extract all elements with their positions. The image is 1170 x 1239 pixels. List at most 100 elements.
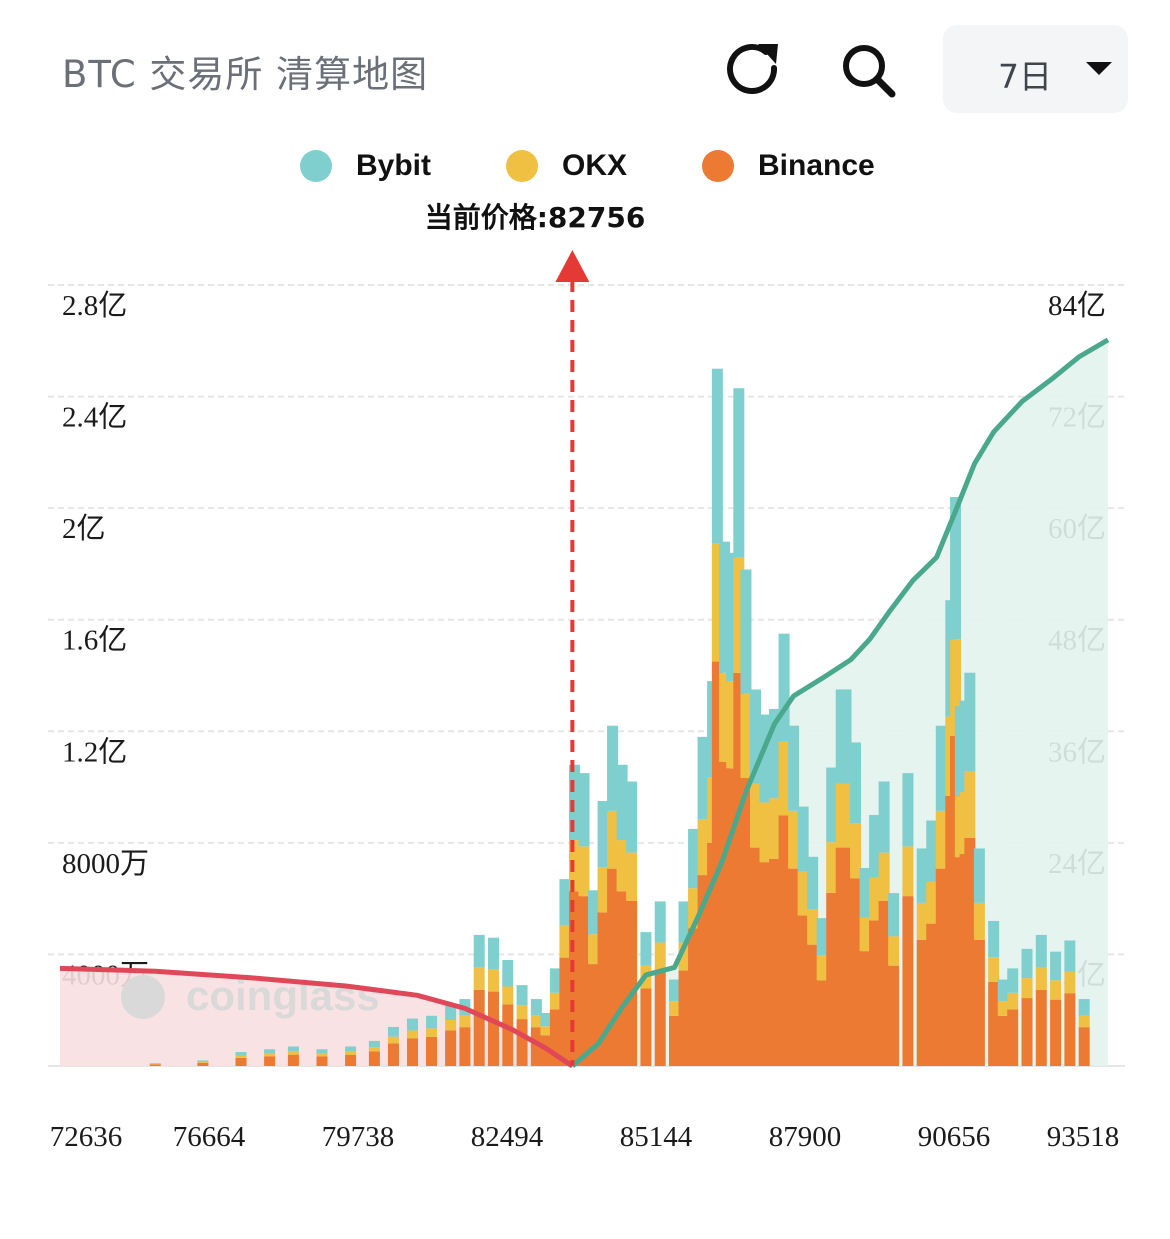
bar-okx bbox=[264, 1053, 276, 1057]
bar-bybit bbox=[697, 736, 709, 820]
bar-bybit bbox=[407, 1018, 419, 1031]
bar-bybit bbox=[964, 672, 976, 772]
bar-okx bbox=[345, 1051, 357, 1055]
bar-okx bbox=[549, 992, 561, 1010]
y-left-tick: 8000万 bbox=[62, 848, 149, 880]
bar-okx bbox=[588, 934, 600, 965]
bar-binance bbox=[588, 964, 600, 1066]
bar-binance bbox=[1007, 1009, 1019, 1066]
cumulative-long-line bbox=[59, 965, 574, 1069]
bar-bybit bbox=[597, 801, 609, 868]
bar-bybit bbox=[426, 1015, 438, 1029]
x-tick: 79738 bbox=[322, 1121, 395, 1153]
bar-binance bbox=[530, 1027, 542, 1066]
bar-bybit bbox=[788, 725, 800, 811]
bar-binance bbox=[669, 1015, 681, 1066]
bar-bybit bbox=[797, 806, 809, 872]
cumulative-short-line bbox=[570, 337, 1110, 1068]
bar-bybit bbox=[711, 368, 723, 544]
bar-okx bbox=[1078, 1015, 1090, 1028]
bar-bybit bbox=[850, 742, 862, 824]
y-left-tick: 1.6亿 bbox=[62, 624, 127, 657]
bar-bybit bbox=[869, 814, 881, 878]
bar-okx bbox=[1050, 980, 1062, 1000]
bar-binance bbox=[973, 939, 985, 1066]
bar-okx bbox=[950, 639, 962, 736]
bar-okx bbox=[988, 957, 1000, 982]
bar-okx bbox=[778, 741, 790, 816]
refresh-icon[interactable] bbox=[722, 38, 786, 102]
bar-okx bbox=[678, 942, 690, 971]
bar-binance bbox=[149, 1064, 161, 1066]
bar-okx bbox=[1064, 971, 1076, 994]
bar-binance bbox=[516, 1019, 528, 1066]
bar-binance bbox=[726, 768, 738, 1066]
bar-binance bbox=[964, 837, 976, 1066]
bar-bybit bbox=[640, 932, 652, 966]
bar-binance bbox=[1035, 989, 1047, 1066]
bar-bybit bbox=[502, 960, 514, 987]
search-icon[interactable] bbox=[838, 40, 898, 100]
bar-bybit bbox=[287, 1046, 299, 1052]
caret-down-icon bbox=[1086, 62, 1112, 75]
bar-binance bbox=[878, 900, 890, 1066]
bar-bybit bbox=[1050, 951, 1062, 981]
bar-okx bbox=[578, 846, 590, 897]
bar-bybit bbox=[816, 918, 828, 956]
bar-okx bbox=[859, 917, 871, 952]
bar-okx bbox=[473, 967, 485, 990]
bar-binance bbox=[850, 878, 862, 1066]
bar-binance bbox=[1050, 999, 1062, 1066]
watermark-icon bbox=[121, 975, 165, 1019]
bar-bybit bbox=[588, 890, 600, 935]
bar-binance bbox=[568, 891, 580, 1066]
bar-okx bbox=[688, 888, 700, 929]
bar-okx bbox=[964, 771, 976, 838]
bar-bybit bbox=[1078, 999, 1090, 1016]
period-label: 7日 bbox=[998, 57, 1052, 96]
bar-bybit bbox=[916, 848, 928, 903]
bar-binance bbox=[616, 891, 628, 1066]
legend-label-binance: Binance bbox=[758, 149, 875, 182]
bar-okx bbox=[902, 846, 914, 897]
bar-okx bbox=[149, 1063, 161, 1065]
bar-bybit bbox=[678, 901, 690, 943]
bar-okx bbox=[516, 1005, 528, 1020]
bar-bybit bbox=[616, 764, 628, 841]
bar-binance bbox=[626, 900, 638, 1066]
bar-okx bbox=[368, 1047, 380, 1052]
bar-binance bbox=[597, 912, 609, 1066]
current-price-label: 当前价格:82756 bbox=[424, 201, 646, 234]
bar-binance bbox=[197, 1062, 209, 1066]
bar-okx bbox=[1035, 967, 1047, 990]
bar-binance bbox=[778, 815, 790, 1066]
y-right-tick: 84亿 bbox=[1048, 289, 1106, 322]
bar-bybit bbox=[988, 920, 1000, 958]
bar-bybit bbox=[669, 979, 681, 1002]
bar-bybit bbox=[902, 773, 914, 847]
bar-okx bbox=[235, 1055, 247, 1058]
bar-okx bbox=[788, 810, 800, 869]
period-select[interactable]: 7日 bbox=[943, 25, 1128, 113]
bar-binance bbox=[654, 970, 666, 1066]
bar-bybit bbox=[473, 934, 485, 968]
bar-okx bbox=[1007, 992, 1019, 1010]
bar-bybit bbox=[859, 867, 871, 918]
bar-okx bbox=[888, 936, 900, 966]
bar-binance bbox=[473, 989, 485, 1066]
bar-bybit bbox=[540, 1013, 552, 1027]
bar-bybit bbox=[316, 1049, 328, 1054]
bar-okx bbox=[935, 810, 947, 869]
bar-binance bbox=[1078, 1027, 1090, 1066]
bar-okx bbox=[740, 693, 752, 779]
bar-okx bbox=[387, 1036, 399, 1044]
bar-bybit bbox=[749, 689, 761, 784]
bar-binance bbox=[935, 868, 947, 1066]
bar-okx bbox=[869, 877, 881, 921]
bar-okx bbox=[697, 819, 709, 876]
bar-bybit bbox=[935, 725, 947, 811]
bar-binance bbox=[697, 875, 709, 1066]
bar-okx bbox=[426, 1028, 438, 1037]
bar-bybit bbox=[530, 999, 542, 1016]
bar-binance bbox=[916, 939, 928, 1066]
